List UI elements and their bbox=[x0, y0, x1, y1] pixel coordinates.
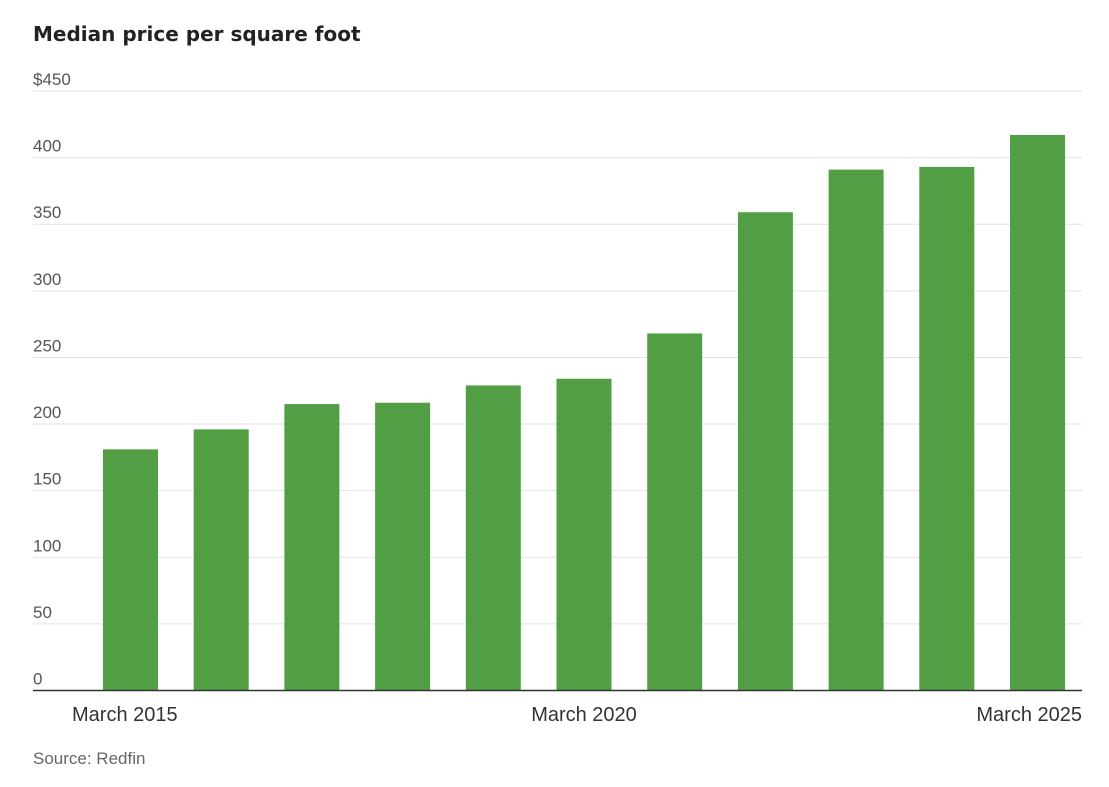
bar bbox=[103, 449, 158, 691]
y-tick-label: 250 bbox=[33, 336, 61, 355]
bar bbox=[465, 385, 521, 691]
y-tick-label: 400 bbox=[33, 137, 61, 156]
x-tick-label: March 2015 bbox=[72, 704, 178, 726]
y-tick-label: 100 bbox=[33, 536, 61, 555]
bar bbox=[737, 212, 793, 691]
y-tick-label: 300 bbox=[33, 270, 61, 289]
bar bbox=[828, 169, 884, 691]
chart-title: Median price per square foot bbox=[33, 22, 361, 46]
bars bbox=[103, 134, 1065, 691]
bar bbox=[556, 378, 612, 691]
bar bbox=[375, 402, 431, 691]
y-tick-label: 200 bbox=[33, 403, 61, 422]
y-tick-label: 0 bbox=[33, 670, 42, 689]
source-note: Source: Redfin bbox=[33, 749, 146, 768]
x-tick-label: March 2025 bbox=[976, 704, 1082, 726]
bar bbox=[1010, 134, 1065, 691]
bar bbox=[919, 166, 975, 691]
y-tick-label: 350 bbox=[33, 203, 61, 222]
y-tick-label: 150 bbox=[33, 470, 61, 489]
x-tick-label: March 2020 bbox=[531, 704, 637, 726]
y-tick-label: $450 bbox=[33, 70, 71, 89]
bar bbox=[647, 333, 703, 691]
y-axis-ticks: 0 50 100 150 200 250 300 350 400 $450 bbox=[33, 70, 71, 689]
bar bbox=[284, 404, 340, 691]
x-axis-ticks: March 2015 March 2020 March 2025 bbox=[72, 704, 1082, 726]
bar bbox=[193, 429, 249, 691]
y-tick-label: 50 bbox=[33, 603, 52, 622]
